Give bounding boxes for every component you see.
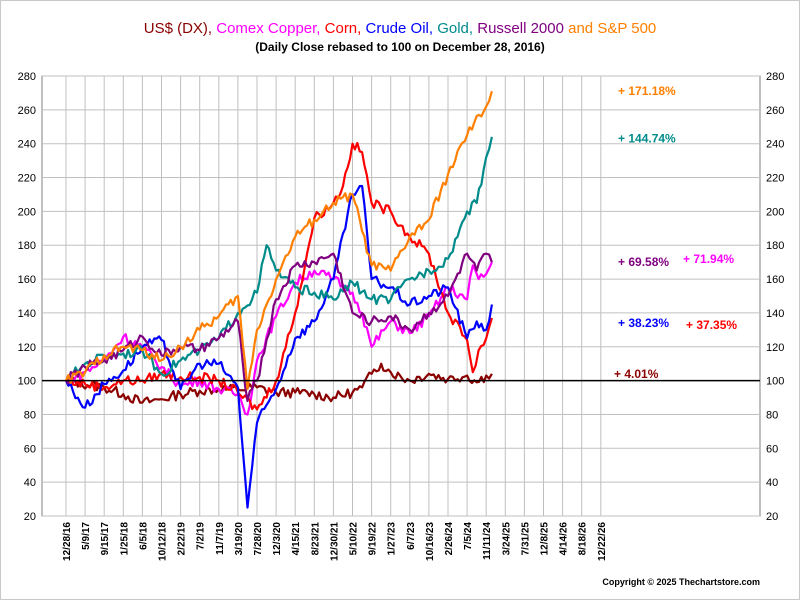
x-tick-label: 8/18/26 xyxy=(578,522,589,556)
x-tick-label: 7/28/20 xyxy=(253,522,264,556)
y-tick-label-right: 40 xyxy=(766,477,778,489)
x-tick-label: 12/28/16 xyxy=(62,522,73,561)
series-end-labels: + 4.01% + 71.94% + 37.35% + 38.23% + 144.74%… xyxy=(614,84,737,381)
series-line xyxy=(64,90,493,391)
title-part: Gold, xyxy=(437,20,478,37)
y-tick-label-right: 120 xyxy=(766,342,784,354)
series-group xyxy=(64,90,493,509)
x-tick-label: 3/24/25 xyxy=(501,522,512,556)
x-tick-label: 5/10/22 xyxy=(349,522,360,556)
x-tick-label: 9/19/22 xyxy=(368,522,379,556)
chart-subtitle: (Daily Close rebased to 100 on December … xyxy=(255,40,545,54)
x-tick-label: 2/26/24 xyxy=(444,522,455,556)
y-tick-label-right: 20 xyxy=(766,511,778,523)
x-tick-label: 12/3/20 xyxy=(272,522,283,556)
x-tick-label: 3/19/20 xyxy=(234,522,245,556)
series-end-label: + 71.94% xyxy=(683,252,734,266)
x-tick-label: 4/14/26 xyxy=(559,522,570,556)
y-axis-right: 20 40 60 80 100 120 140 160 180 200 220 240 260 280 xyxy=(766,71,784,523)
x-tick-label: 8/23/21 xyxy=(310,522,321,556)
y-tick-label-left: 180 xyxy=(18,240,36,252)
y-tick-label-left: 40 xyxy=(24,477,36,489)
y-tick-label-right: 200 xyxy=(766,206,784,218)
x-tick-label: 6/5/18 xyxy=(138,522,149,550)
x-tick-label: 10/12/18 xyxy=(158,522,169,561)
series-end-label: + 144.74% xyxy=(618,132,676,146)
x-tick-label: 9/15/17 xyxy=(100,522,111,556)
title-part: Comex Copper, xyxy=(216,20,325,37)
x-tick-label: 11/7/19 xyxy=(215,522,226,555)
x-tick-label: 12/22/26 xyxy=(597,522,608,561)
y-tick-label-right: 240 xyxy=(766,139,784,151)
y-tick-label-right: 220 xyxy=(766,173,784,185)
title-part: Crude Oil, xyxy=(365,20,438,37)
y-tick-label-left: 60 xyxy=(24,443,36,455)
x-tick-label: 7/5/24 xyxy=(463,522,474,550)
title-part: Russell 2000 xyxy=(477,20,569,37)
series-line xyxy=(65,184,493,509)
y-tick-label-right: 180 xyxy=(766,240,784,252)
chart-title: US$ (DX), Comex Copper, Corn, Crude Oil,… xyxy=(0,20,800,37)
x-axis: 12/28/16 5/9/17 9/15/17 1/25/18 6/5/18 10/12/… xyxy=(62,522,608,561)
y-tick-label-right: 280 xyxy=(766,71,784,83)
series-end-label: + 38.23% xyxy=(618,316,669,330)
title-part: and S&P 500 xyxy=(568,20,657,37)
x-tick-label: 1/27/23 xyxy=(387,522,398,556)
y-tick-label-left: 240 xyxy=(18,139,36,151)
x-tick-label: 7/31/25 xyxy=(520,522,531,556)
y-tick-label-right: 260 xyxy=(766,105,784,117)
y-tick-label-right: 100 xyxy=(766,376,784,388)
y-tick-label-right: 160 xyxy=(766,274,784,286)
y-tick-label-left: 220 xyxy=(18,173,36,185)
series-line xyxy=(65,136,493,383)
series-end-label: + 171.18% xyxy=(618,84,676,98)
y-tick-label-left: 80 xyxy=(24,409,36,421)
y-tick-label-left: 280 xyxy=(18,71,36,83)
y-tick-label-left: 140 xyxy=(18,308,36,320)
title-part: Corn, xyxy=(324,20,366,37)
y-tick-label-right: 80 xyxy=(766,409,778,421)
x-tick-label: 4/15/21 xyxy=(291,522,302,556)
series-end-label: + 69.58% xyxy=(618,255,669,269)
x-tick-label: 10/16/23 xyxy=(425,522,436,561)
y-tick-label-right: 60 xyxy=(766,443,778,455)
y-axis-left: 20 40 60 80 100 120 140 160 180 200 220 240 260 280 xyxy=(18,71,36,523)
y-tick-label-left: 200 xyxy=(18,206,36,218)
series-line xyxy=(65,362,493,404)
y-tick-label-right: 140 xyxy=(766,308,784,320)
x-tick-label: 12/8/25 xyxy=(540,522,551,556)
x-tick-label: 7/2/19 xyxy=(196,522,207,550)
series-line xyxy=(65,252,493,402)
series-end-label: + 4.01% xyxy=(614,367,659,381)
y-tick-label-left: 100 xyxy=(18,376,36,388)
series-line xyxy=(65,141,493,411)
x-tick-label: 11/11/24 xyxy=(482,522,493,560)
x-tick-label: 5/9/17 xyxy=(81,522,92,550)
y-tick-label-left: 260 xyxy=(18,105,36,117)
x-tick-label: 12/30/21 xyxy=(329,522,340,561)
grid-lines xyxy=(42,75,760,517)
title-part: US$ (DX), xyxy=(143,20,217,37)
x-tick-label: 6/7/23 xyxy=(406,522,417,550)
y-tick-label-left: 20 xyxy=(24,511,36,523)
y-tick-label-left: 160 xyxy=(18,274,36,286)
x-tick-label: 1/25/18 xyxy=(119,522,130,556)
series-end-label: + 37.35% xyxy=(686,318,737,332)
y-tick-label-left: 120 xyxy=(18,342,36,354)
copyright-notice: Copyright © 2025 Thechartstore.com xyxy=(602,577,760,587)
x-tick-label: 2/22/19 xyxy=(177,522,188,556)
